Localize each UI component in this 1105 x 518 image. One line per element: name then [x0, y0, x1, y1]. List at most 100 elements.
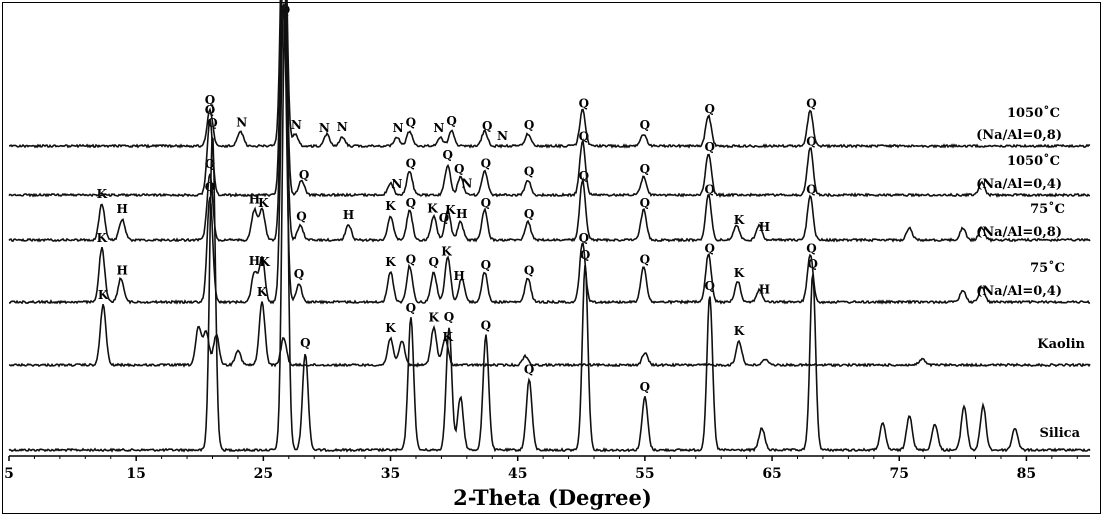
peak-marker-0-2: Q [300, 336, 310, 350]
x-tick-label-2: 25 [254, 466, 273, 482]
peak-marker-3-2: Q [205, 157, 215, 171]
peak-marker-2-11: Q [481, 258, 491, 272]
peak-marker-3-4: K [258, 196, 269, 210]
peak-marker-5-14: Q [705, 102, 715, 116]
series-line-3 [8, 0, 1091, 243]
series-line-4 [8, 0, 1090, 198]
peak-marker-4-12: Q [806, 135, 816, 149]
series-line-2 [8, 3, 1091, 305]
peak-marker-4-9: Q [579, 129, 589, 143]
peak-marker-3-10: Q [439, 211, 449, 225]
peak-marker-4-11: Q [705, 140, 715, 154]
peak-marker-2-13: Q [579, 231, 589, 245]
peak-marker-1-5: K [734, 324, 745, 338]
peak-marker-3-18: K [734, 213, 745, 227]
series-label-2-0: 75˚C [1030, 260, 1065, 276]
series-line-0 [8, 9, 1091, 453]
peak-marker-3-9: K [427, 201, 438, 215]
peak-marker-5-1: N [236, 115, 247, 129]
peak-marker-3-5: Q [296, 209, 306, 223]
peak-marker-5-9: Q [482, 119, 492, 133]
peak-marker-2-17: H [759, 283, 770, 297]
peak-marker-5-13: Q [640, 118, 650, 132]
peak-marker-4-1: Q [299, 168, 309, 182]
series-label-4-0: 1050˚C [1007, 153, 1060, 169]
peak-marker-2-14: Q [640, 253, 650, 267]
peak-marker-2-6: K [385, 255, 396, 269]
peak-marker-3-16: Q [640, 196, 650, 210]
peak-marker-3-6: H [343, 208, 354, 222]
x-tick-label-8: 85 [1017, 466, 1036, 482]
peak-marker-4-4: Q [443, 148, 453, 162]
peak-marker-2-7: Q [406, 253, 416, 267]
peak-marker-3-12: H [456, 207, 467, 221]
peak-marker-5-6: Q [406, 115, 416, 129]
peak-marker-5-11: Q [524, 118, 534, 132]
x-tick-label-4: 45 [508, 466, 527, 482]
peak-marker-0-8: Q [640, 380, 650, 394]
series-label-2-1: (Na/Al=0,4) [976, 284, 1062, 299]
peak-marker-3-3: H [249, 192, 260, 206]
peak-marker-2-18: Q [806, 242, 816, 256]
peak-marker-2-12: Q [524, 263, 534, 277]
series-line-1 [8, 301, 1091, 368]
x-tick-label-5: 55 [635, 466, 654, 482]
peak-marker-5-2: N [291, 118, 302, 132]
series-label-3-1: (Na/Al=0,8) [976, 225, 1062, 240]
x-tick-label-0: 5 [4, 466, 14, 482]
x-tick-label-7: 75 [889, 466, 908, 482]
peak-marker-2-3: H [249, 254, 260, 268]
series-label-3-0: 75˚C [1030, 201, 1065, 217]
peak-marker-2-10: H [454, 269, 465, 283]
peak-marker-2-2: Q [205, 180, 215, 194]
peak-marker-4-2: N [391, 177, 402, 191]
peak-marker-2-16: K [734, 266, 745, 280]
peak-marker-1-4: K [443, 330, 454, 344]
peak-marker-2-5: Q [294, 267, 304, 281]
peak-marker-5-5: N [393, 121, 404, 135]
peak-marker-5-7: N [433, 121, 444, 135]
x-tick-label-6: 65 [762, 466, 781, 482]
peak-marker-2-8: Q [429, 255, 439, 269]
peak-marker-0-6: Q [524, 363, 534, 377]
peak-marker-5-4: N [337, 120, 348, 134]
peak-marker-3-20: Q [806, 182, 816, 196]
peak-marker-5-10: N [497, 129, 508, 143]
x-axis-label: 2-Theta (Degree) [453, 485, 652, 510]
series-label-0-0: Silica [1039, 426, 1080, 441]
peak-marker-2-15: Q [705, 242, 715, 256]
peak-marker-4-5: N [461, 177, 472, 191]
series-label-1-0: Kaolin [1037, 337, 1085, 352]
x-tick-label-1: 15 [126, 466, 145, 482]
peak-marker-0-4: Q [444, 310, 454, 324]
peak-marker-3-19: H [759, 220, 770, 234]
peak-marker-3-15: Q [579, 169, 589, 183]
peak-marker-3-11: K [445, 203, 456, 217]
peak-marker-2-0: K [97, 231, 108, 245]
peak-marker-5-0: Q [205, 93, 215, 107]
peak-marker-2-1: H [117, 263, 128, 277]
peak-marker-1-3: K [429, 310, 440, 324]
peak-marker-3-8: Q [406, 196, 416, 210]
peak-marker-5-15: Q [806, 97, 816, 111]
peak-marker-1-2: K [385, 321, 396, 335]
peak-marker-4-8: Q [524, 164, 534, 178]
series-line-5 [8, 0, 1091, 149]
peak-marker-5-8: Q [446, 114, 456, 128]
series-label-5-0: 1050˚C [1007, 105, 1060, 121]
peak-marker-3-7: K [385, 199, 396, 213]
peak-marker-0-3: Q [406, 301, 416, 315]
peak-marker-4-3: Q [406, 156, 416, 170]
peak-marker-3-14: Q [524, 207, 534, 221]
peak-marker-2-9: K [441, 244, 452, 258]
peak-marker-0-9: Q [705, 279, 715, 293]
peak-marker-3-1: H [117, 202, 128, 216]
peak-marker-2-4: K [259, 255, 270, 269]
x-tick-label-3: 35 [381, 466, 400, 482]
peak-marker-1-1: K [257, 285, 268, 299]
series-label-4-1: (Na/Al=0,4) [976, 177, 1062, 192]
peak-marker-3-17: Q [705, 182, 715, 196]
peak-marker-0-5: Q [481, 319, 491, 333]
